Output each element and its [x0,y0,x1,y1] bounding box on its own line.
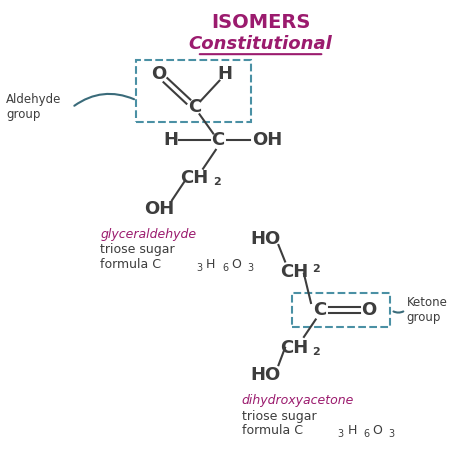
Text: HO: HO [250,230,281,248]
Text: OH: OH [144,200,174,218]
Text: O: O [231,258,241,271]
Text: Aldehyde
group: Aldehyde group [6,93,62,121]
Text: H: H [206,258,215,271]
Text: 2: 2 [312,346,320,356]
Text: O: O [373,424,383,437]
Text: dihydroxyacetone: dihydroxyacetone [242,394,354,408]
Text: Constitutional: Constitutional [189,35,332,53]
Text: C: C [211,131,225,149]
Text: O: O [361,301,376,319]
Text: H: H [347,424,356,437]
Text: ISOMERS: ISOMERS [211,13,310,32]
Text: CH: CH [181,169,209,187]
Text: triose sugar: triose sugar [242,410,316,422]
Text: formula C: formula C [242,424,303,437]
Text: C: C [188,99,201,117]
Text: triose sugar: triose sugar [100,243,175,256]
Text: CH: CH [280,264,309,282]
Text: 2: 2 [312,264,320,273]
Text: CH: CH [280,339,309,357]
Text: HO: HO [250,365,281,383]
Text: 6: 6 [363,429,369,439]
Text: 2: 2 [213,177,221,187]
Text: 3: 3 [247,263,254,273]
Text: C: C [313,301,326,319]
Text: H: H [164,131,179,149]
Text: glyceraldehyde: glyceraldehyde [100,228,196,241]
Text: 6: 6 [222,263,228,273]
Text: 3: 3 [337,429,344,439]
Text: 3: 3 [196,263,202,273]
Text: OH: OH [253,131,283,149]
Text: O: O [152,65,167,83]
Text: 3: 3 [389,429,395,439]
Text: Ketone
group: Ketone group [407,296,447,324]
Text: formula C: formula C [100,258,161,271]
Text: H: H [218,65,233,83]
